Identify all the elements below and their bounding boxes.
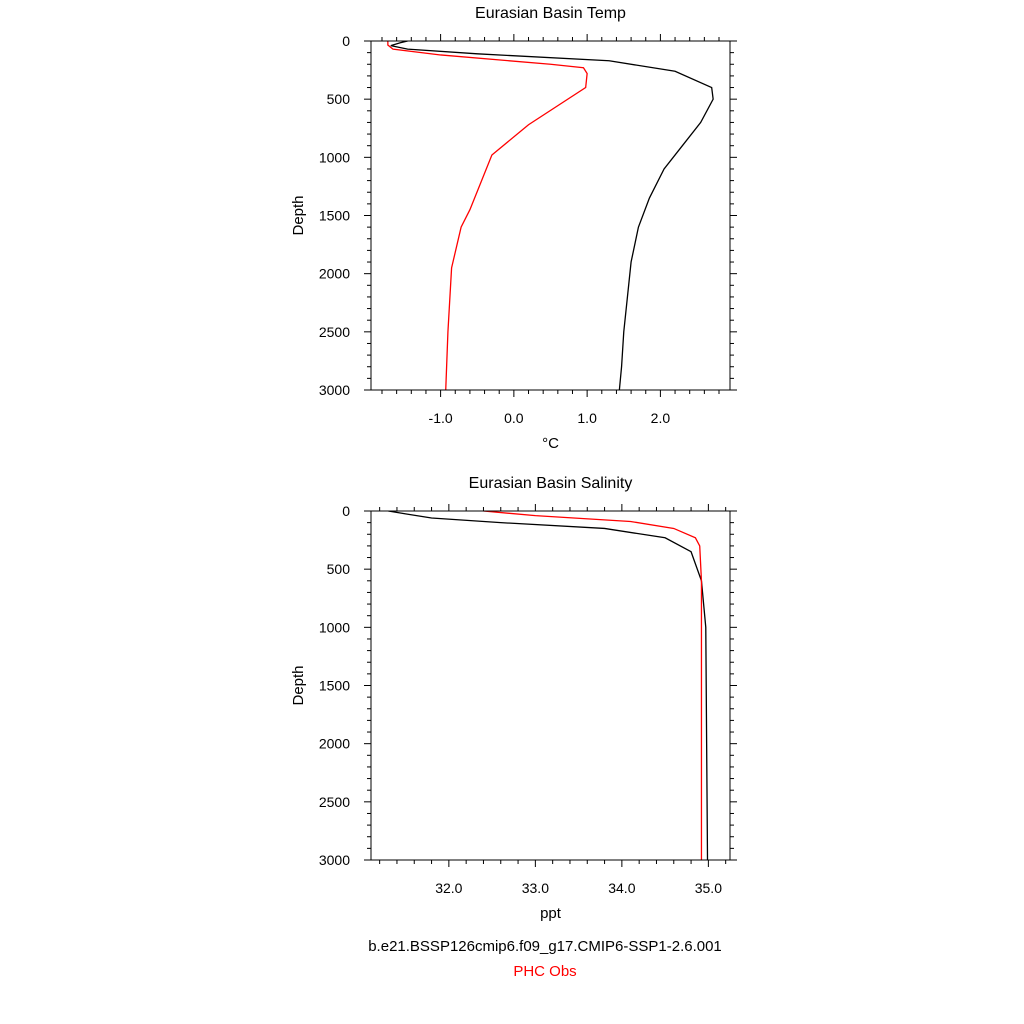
obs-profile-line xyxy=(483,511,703,860)
salinity-profile-panel: 32.0 33.0 34.0 35.0 0 500 1000 1500 2000 2500 3000… xyxy=(290,475,737,922)
y-tick-label: 500 xyxy=(327,561,351,577)
obs-legend-label: PHC Obs xyxy=(513,963,577,980)
y-tick-label: 2000 xyxy=(319,266,350,282)
model-legend-label: b.e21.BSSP126cmip6.f09_g17.CMIP6-SSP1-2.… xyxy=(368,938,722,955)
y-tick-label: 1500 xyxy=(319,678,350,694)
temperature-profile-panel: -1.0 0.0 1.0 2.0 0 500 1000 1500 2000 2500 3000 Eur… xyxy=(290,5,737,452)
chart-title: Eurasian Basin Salinity xyxy=(469,475,633,492)
y-tick-label: 1500 xyxy=(319,208,350,224)
y-tick-label: 1000 xyxy=(319,619,350,635)
y-tick-label: 500 xyxy=(327,91,351,107)
plot-frame xyxy=(370,510,731,861)
plot-frame xyxy=(370,40,731,391)
model-profile-line xyxy=(388,511,709,860)
y-tick-label: 2000 xyxy=(319,736,350,752)
y-tick-label: 2500 xyxy=(319,324,350,340)
y-tick-label: 3000 xyxy=(319,382,350,398)
y-axis-label: Depth xyxy=(290,665,307,705)
x-axis-label: °C xyxy=(542,435,559,452)
x-tick-label: 1.0 xyxy=(577,410,597,426)
x-tick-label: 0.0 xyxy=(504,410,524,426)
y-tick-label: 0 xyxy=(342,503,350,519)
obs-profile-line xyxy=(387,41,588,390)
x-tick-label: 32.0 xyxy=(435,880,462,896)
x-tick-label: -1.0 xyxy=(429,410,453,426)
x-tick-label: 33.0 xyxy=(522,880,549,896)
y-axis-label: Depth xyxy=(290,195,307,235)
x-axis-label: ppt xyxy=(540,905,562,922)
model-profile-line xyxy=(390,41,714,390)
y-tick-label: 3000 xyxy=(319,852,350,868)
y-tick-label: 2500 xyxy=(319,794,350,810)
y-tick-label: 1000 xyxy=(319,149,350,165)
x-tick-label: 35.0 xyxy=(695,880,722,896)
chart-title: Eurasian Basin Temp xyxy=(475,5,626,22)
y-tick-label: 0 xyxy=(342,33,350,49)
x-tick-label: 2.0 xyxy=(651,410,671,426)
x-tick-label: 34.0 xyxy=(608,880,635,896)
